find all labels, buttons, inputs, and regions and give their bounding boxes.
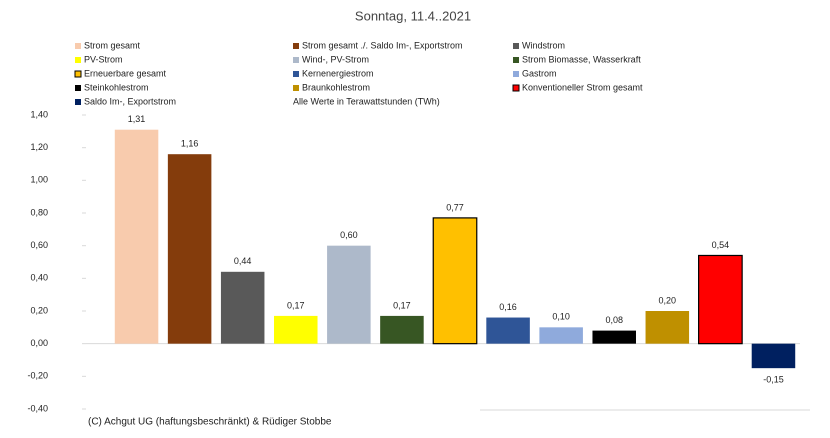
footer: (C) Achgut UG (haftungsbeschränkt) & Rüd… — [88, 417, 332, 428]
chart-title: Sonntag, 11.4..2021 — [355, 8, 471, 23]
value-label: 0,20 — [659, 295, 677, 305]
value-label: 0,17 — [393, 300, 411, 310]
value-label: 0,16 — [499, 302, 517, 312]
legend-swatch — [513, 43, 519, 49]
legend-label: Gastrom — [522, 68, 557, 78]
y-tick-label: 0,40 — [30, 273, 48, 283]
value-label: 0,77 — [446, 202, 464, 212]
legend-label: Windstrom — [522, 40, 565, 50]
legend-label: PV-Strom — [84, 54, 123, 64]
legend-label: Steinkohlestrom — [84, 82, 149, 92]
bar — [645, 311, 690, 344]
legend-label: Saldo Im-, Exportstrom — [84, 96, 176, 106]
legend-swatch — [293, 71, 299, 77]
y-tick-label: -0,20 — [27, 371, 48, 381]
bar — [274, 315, 318, 344]
value-label: 0,10 — [552, 312, 570, 322]
y-tick-label: -0,40 — [27, 403, 48, 413]
bar — [167, 154, 212, 344]
legend-label: Strom Biomasse, Wasserkraft — [522, 54, 641, 64]
legend-swatch — [513, 57, 519, 63]
bar — [432, 217, 478, 345]
note: Alle Werte in Terawattstunden (TWh) — [293, 96, 440, 106]
bar — [751, 343, 796, 369]
bar — [698, 254, 743, 345]
y-tick-label: 1,40 — [30, 109, 48, 119]
bar — [220, 271, 265, 344]
bar — [592, 330, 636, 344]
legend-label: Kernenergiestrom — [302, 68, 374, 78]
legend-label: Erneuerbare gesamt — [84, 68, 167, 78]
value-label: 0,54 — [712, 240, 730, 250]
legend-label: Strom gesamt — [84, 40, 141, 50]
legend-label: Wind-, PV-Strom — [302, 54, 369, 64]
legend-swatch — [74, 70, 82, 78]
legend-swatch — [293, 85, 299, 91]
value-label: 0,08 — [605, 315, 623, 325]
value-label: 1,31 — [128, 114, 146, 124]
legend-label: Strom gesamt ./. Saldo Im-, Exportstrom — [302, 40, 463, 50]
bar — [539, 327, 583, 344]
legend-swatch — [513, 71, 519, 77]
legend-swatch — [75, 57, 81, 63]
value-label: 0,44 — [234, 256, 252, 266]
y-tick-label: 0,00 — [30, 338, 48, 348]
bar — [114, 129, 159, 344]
legend-label: Konventioneller Strom gesamt — [522, 82, 643, 92]
legend-swatch — [75, 99, 81, 105]
y-tick-label: 0,80 — [30, 207, 48, 217]
value-label: 0,17 — [287, 300, 305, 310]
value-label: 0,60 — [340, 230, 358, 240]
legend-swatch — [75, 85, 81, 91]
y-tick-label: 1,20 — [30, 142, 48, 152]
legend-swatch — [512, 84, 520, 92]
bar — [327, 245, 371, 344]
bar — [486, 317, 530, 344]
value-label: -0,15 — [763, 375, 784, 385]
legend-swatch — [293, 43, 299, 49]
y-tick-label: 0,20 — [30, 305, 48, 315]
bar — [380, 315, 424, 344]
legend-swatch — [75, 43, 81, 49]
value-label: 1,16 — [181, 139, 199, 149]
y-tick-label: 0,60 — [30, 240, 48, 250]
legend-swatch — [293, 57, 299, 63]
y-tick-label: 1,00 — [30, 175, 48, 185]
legend-label: Braunkohlestrom — [302, 82, 370, 92]
